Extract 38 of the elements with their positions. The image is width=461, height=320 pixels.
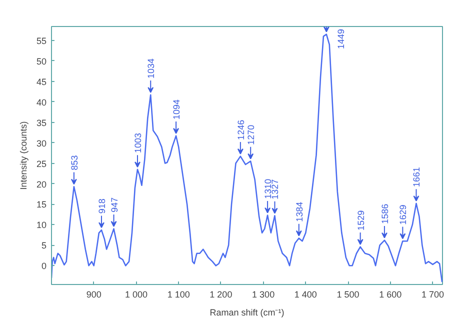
y-tick-label: 25 [36,158,47,169]
y-tick-label: 10 [36,220,47,230]
x-tick-label: 1 400 [294,290,317,300]
x-tick-label: 1 000 [124,290,148,300]
x-tick-label: 900 [86,290,102,300]
x-tick-label: 1 700 [421,290,444,300]
annotation: 853 [69,155,80,170]
y-tick-label: 45 [36,76,47,87]
annotation: 1529 [356,210,366,230]
y-tick-label: 30 [36,138,47,148]
y-tick-label: 15 [36,200,47,210]
y-tick-label: 55 [36,36,47,46]
y-tick-label: 20 [36,179,47,190]
x-tick-label: 1 500 [336,290,360,300]
annotation: 1003 [132,133,143,154]
y-axis-title: Intensity (counts) [18,121,28,190]
annotation: 947 [109,197,120,212]
x-tick-label: 1 600 [379,290,402,300]
y-tick-label: 40 [36,97,47,108]
annotation: 918 [96,198,107,214]
x-tick-label: 1 300 [252,290,275,300]
y-tick-label: 50 [36,56,47,66]
annotation: 1384 [294,202,304,222]
x-tick-label: 1 200 [210,290,232,300]
annotation: 1094 [172,99,182,120]
annotation: 1034 [146,58,156,79]
annotation: 1246 [236,120,246,140]
y-tick-label: 35 [36,118,47,128]
annotation: 1586 [380,204,390,224]
annotation: 1327 [270,179,280,200]
y-tick-label: 5 [41,240,47,251]
annotation: 1661 [412,167,422,188]
annotation: 1629 [398,204,408,225]
annotation: 1449 [336,28,346,49]
x-axis-title: Raman shift (cm⁻¹) [210,308,284,318]
y-tick-label: 0 [41,261,47,272]
x-tick-label: 1 100 [167,290,190,300]
annotation: 1270 [246,124,256,145]
